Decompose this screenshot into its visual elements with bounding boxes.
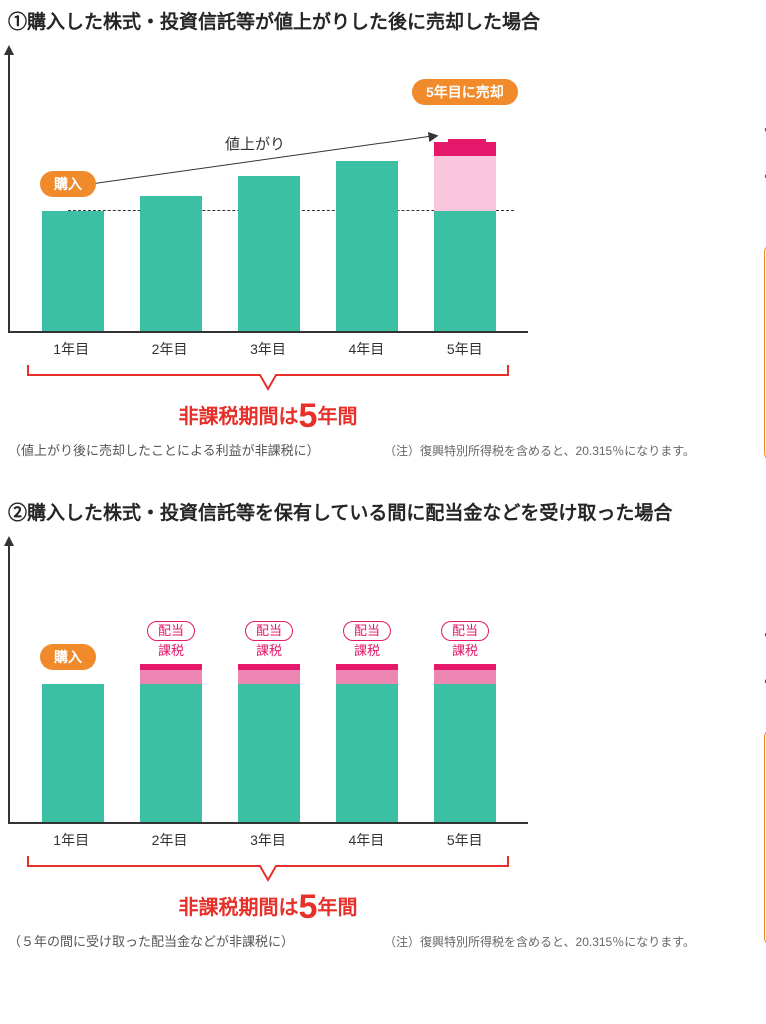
bracket-icon xyxy=(8,361,528,395)
bar-base xyxy=(42,211,104,331)
chart1-subnote: （値上がり後に売却したことによる利益が非課税に） xyxy=(8,440,348,459)
dividend-tax-label: 課税 xyxy=(140,643,202,659)
bar-column: 配当課税 xyxy=(140,664,202,822)
bar-column: 配当課税 xyxy=(238,664,300,822)
dividend-pill: 配当 xyxy=(147,621,195,641)
section1-title: ①購入した株式・投資信託等が値上がりした後に売却した場合 xyxy=(8,10,758,37)
x-label: 3年目 xyxy=(237,339,299,359)
dividend-tax-label: 課税 xyxy=(238,643,300,659)
bar-column xyxy=(434,142,496,331)
chart1-area: 値上がり 購入 5年目に売却 課税 xyxy=(8,53,528,333)
bar-dividend xyxy=(434,670,496,684)
dividend-pill: 配当 xyxy=(343,621,391,641)
chart2-footnote: （注）復興特別所得税を含めると、20.315％になります。 xyxy=(384,933,695,950)
bar-base xyxy=(238,684,300,822)
period-text: 非課税期間は5年間 xyxy=(8,888,528,927)
chart1-footnote: （注）復興特別所得税を含めると、20.315％になります。 xyxy=(384,442,695,459)
bar-base xyxy=(140,196,202,331)
bar-top-label: 配当課税 xyxy=(140,621,202,660)
bar-tax xyxy=(434,142,496,156)
bar-column xyxy=(140,196,202,331)
bar-base xyxy=(336,161,398,331)
bar-base xyxy=(238,176,300,331)
bar-top-label: 配当課税 xyxy=(434,621,496,660)
x-label: 5年目 xyxy=(434,339,496,359)
bar-base xyxy=(140,684,202,822)
x-label: 2年目 xyxy=(139,339,201,359)
bar-base xyxy=(434,684,496,822)
bar-dividend xyxy=(140,670,202,684)
bar-dividend xyxy=(336,670,398,684)
x-label: 3年目 xyxy=(237,830,299,850)
period-text-a: 非課税期間は xyxy=(179,897,299,919)
period-text-5: 5 xyxy=(299,888,318,926)
bracket-icon xyxy=(8,852,528,886)
x-label: 5年目 xyxy=(434,830,496,850)
x-label: 4年目 xyxy=(335,339,397,359)
period-bracket xyxy=(8,852,528,886)
dividend-pill: 配当 xyxy=(441,621,489,641)
chart2-bars: 配当課税配当課税配当課税配当課税 xyxy=(10,544,528,822)
bar-column: 配当課税 xyxy=(434,664,496,822)
x-label: 2年目 xyxy=(139,830,201,850)
x-label: 1年目 xyxy=(40,830,102,850)
dividend-tax-label: 課税 xyxy=(434,643,496,659)
bar-top-label: 配当課税 xyxy=(336,621,398,660)
x-label: 4年目 xyxy=(335,830,397,850)
bar-profit xyxy=(434,156,496,211)
period-text-5: 5 xyxy=(299,397,318,435)
bar-top-label: 配当課税 xyxy=(238,621,300,660)
period-bracket xyxy=(8,361,528,395)
chart2-subnote: （５年の間に受け取った配当金などが非課税に） xyxy=(8,931,348,950)
bar-column xyxy=(42,211,104,331)
bar-dividend xyxy=(238,670,300,684)
bar-base xyxy=(42,684,104,822)
chart2-wrap: 購入 配当課税配当課税配当課税配当課税 1年目2年目3年目4年目5年目 非課税期… xyxy=(8,544,758,950)
bar-base xyxy=(434,211,496,331)
section-capital-gain: ①購入した株式・投資信託等が値上がりした後に売却した場合 値上がり 購入 5年目… xyxy=(8,10,758,461)
chart1-x-labels: 1年目 2年目 3年目 4年目 5年目 xyxy=(8,333,528,359)
section-dividend: ②購入した株式・投資信託等を保有している間に配当金などを受け取った場合 購入 配… xyxy=(8,501,758,950)
bar-column xyxy=(238,176,300,331)
dividend-pill: 配当 xyxy=(245,621,293,641)
chart1-wrap: 値上がり 購入 5年目に売却 課税 1年目 2年目 3年目 4年目 5年目 非課税期間は… xyxy=(8,53,758,461)
dividend-tax-label: 課税 xyxy=(336,643,398,659)
section2-title: ②購入した株式・投資信託等を保有している間に配当金などを受け取った場合 xyxy=(8,501,758,528)
bar-base xyxy=(336,684,398,822)
bar-column xyxy=(336,161,398,331)
chart1-bars xyxy=(10,53,528,331)
chart2-x-labels: 1年目 2年目 3年目 4年目 5年目 xyxy=(8,824,528,850)
period-text-c: 年間 xyxy=(317,897,357,919)
x-label: 1年目 xyxy=(40,339,102,359)
period-text-a: 非課税期間は xyxy=(179,406,299,428)
period-text: 非課税期間は5年間 xyxy=(8,397,528,436)
period-text-c: 年間 xyxy=(317,406,357,428)
bar-column xyxy=(42,684,104,822)
chart2-area: 購入 配当課税配当課税配当課税配当課税 xyxy=(8,544,528,824)
bar-column: 配当課税 xyxy=(336,664,398,822)
